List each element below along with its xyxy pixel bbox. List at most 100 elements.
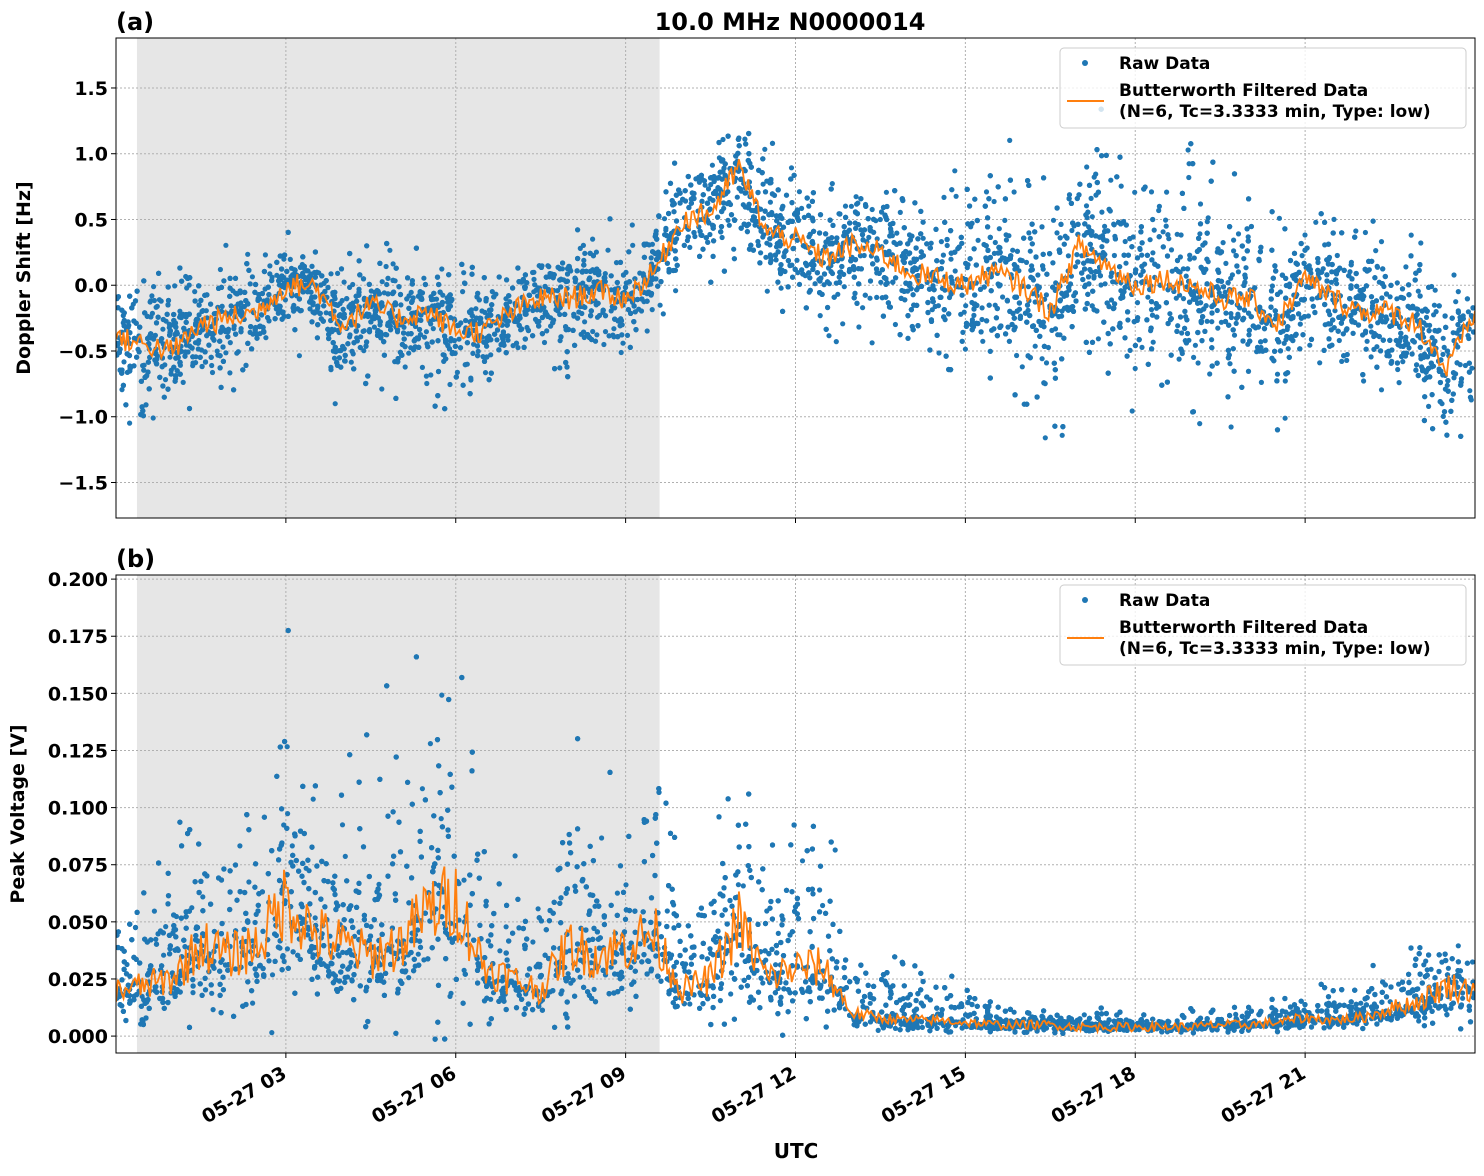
raw-data-point — [152, 298, 157, 303]
raw-data-point — [462, 280, 467, 285]
raw-data-point — [1055, 332, 1060, 337]
raw-data-point — [590, 237, 595, 242]
raw-data-point — [1453, 299, 1458, 304]
raw-data-point — [1282, 341, 1287, 346]
raw-data-point — [976, 238, 981, 243]
raw-data-point — [142, 363, 147, 368]
raw-data-point — [387, 248, 392, 253]
raw-data-point — [1174, 329, 1179, 334]
raw-data-point — [424, 381, 429, 386]
raw-data-point — [455, 370, 460, 375]
raw-data-point — [1089, 196, 1094, 201]
raw-data-point — [1026, 230, 1031, 235]
raw-data-point — [460, 289, 465, 294]
raw-data-point — [874, 295, 879, 300]
raw-data-point — [1243, 265, 1248, 270]
raw-data-point — [121, 359, 126, 364]
raw-data-point — [1163, 218, 1168, 223]
raw-data-point — [1375, 264, 1380, 269]
raw-data-point — [936, 350, 941, 355]
raw-data-point — [468, 376, 473, 381]
raw-data-point — [1441, 414, 1446, 419]
figure-title: 10.0 MHz N0000014 — [655, 8, 926, 36]
raw-data-point — [1231, 238, 1236, 243]
raw-data-point — [1424, 315, 1429, 320]
raw-data-point — [774, 257, 779, 262]
raw-data-point — [1228, 276, 1233, 281]
raw-data-point — [267, 271, 272, 276]
raw-data-point — [384, 264, 389, 269]
raw-data-point — [347, 285, 352, 290]
raw-data-point — [1300, 253, 1305, 258]
raw-data-point — [1135, 300, 1140, 305]
raw-data-point — [1196, 360, 1201, 365]
raw-data-point — [1167, 311, 1172, 316]
raw-data-point — [1231, 248, 1236, 253]
raw-data-point — [720, 235, 725, 240]
raw-data-point — [223, 350, 228, 355]
raw-data-point — [1379, 239, 1384, 244]
raw-data-point — [1403, 264, 1408, 269]
raw-data-point — [333, 401, 338, 406]
raw-data-point — [1259, 380, 1264, 385]
raw-data-point — [494, 337, 499, 342]
raw-data-point — [364, 243, 369, 248]
raw-data-point — [898, 210, 903, 215]
raw-data-point — [830, 223, 835, 228]
raw-data-point — [687, 245, 692, 250]
raw-data-point — [1020, 364, 1025, 369]
raw-data-point — [893, 322, 898, 327]
raw-data-point — [630, 243, 635, 248]
raw-data-point — [760, 234, 765, 239]
raw-data-point — [1368, 324, 1373, 329]
raw-data-point — [993, 240, 998, 245]
raw-data-point — [1203, 240, 1208, 245]
raw-data-point — [1229, 424, 1234, 429]
raw-data-point — [980, 305, 985, 310]
raw-data-point — [764, 241, 769, 246]
raw-data-point — [1379, 387, 1384, 392]
raw-data-point — [1014, 353, 1019, 358]
raw-data-point — [1050, 313, 1055, 318]
raw-data-point — [789, 165, 794, 170]
raw-data-point — [1175, 232, 1180, 237]
raw-data-point — [840, 321, 845, 326]
raw-data-point — [342, 280, 347, 285]
raw-data-point — [379, 386, 384, 391]
raw-data-point — [1103, 281, 1108, 286]
raw-data-point — [1215, 308, 1220, 313]
raw-data-point — [1108, 178, 1113, 183]
raw-data-point — [601, 342, 606, 347]
raw-data-point — [187, 283, 192, 288]
raw-data-point — [1409, 233, 1414, 238]
raw-data-point — [391, 261, 396, 266]
raw-data-point — [992, 199, 997, 204]
raw-data-point — [954, 194, 959, 199]
raw-data-point — [447, 382, 452, 387]
raw-data-point — [1287, 281, 1292, 286]
raw-data-point — [619, 350, 624, 355]
raw-data-point — [227, 370, 232, 375]
raw-data-point — [765, 289, 770, 294]
raw-data-point — [1066, 253, 1071, 258]
raw-data-point — [1197, 231, 1202, 236]
raw-data-point — [1119, 184, 1124, 189]
raw-data-point — [288, 257, 293, 262]
raw-data-point — [703, 183, 708, 188]
raw-data-point — [843, 204, 848, 209]
raw-data-point — [358, 334, 363, 339]
raw-data-point — [1084, 164, 1089, 169]
raw-data-point — [1187, 253, 1192, 258]
raw-data-point — [475, 353, 480, 358]
raw-data-point — [997, 226, 1002, 231]
raw-data-point — [406, 351, 411, 356]
raw-data-point — [1164, 190, 1169, 195]
raw-data-point — [1000, 294, 1005, 299]
raw-data-point — [1073, 264, 1078, 269]
raw-data-point — [726, 200, 731, 205]
raw-data-point — [735, 195, 740, 200]
raw-data-point — [1148, 237, 1153, 242]
raw-data-point — [650, 242, 655, 247]
raw-data-point — [1161, 229, 1166, 234]
raw-data-point — [1156, 208, 1161, 213]
